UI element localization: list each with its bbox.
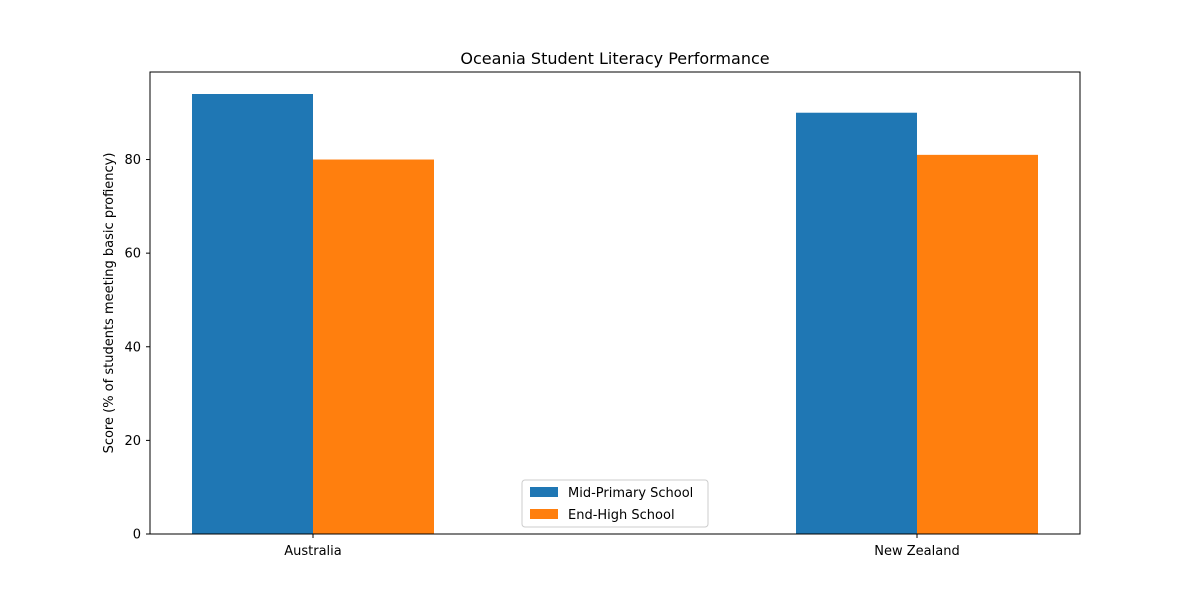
bar-australia-end-high-school (313, 159, 434, 534)
legend-swatch-mid-primary (530, 487, 558, 497)
chart-title: Oceania Student Literacy Performance (460, 49, 769, 68)
y-tick-label: 0 (133, 528, 141, 543)
y-tick-label: 80 (124, 153, 141, 168)
y-tick-label: 40 (124, 340, 141, 355)
bars-layer (192, 94, 1038, 535)
plot-area-frame (149, 71, 1081, 535)
y-tick-label: 20 (124, 434, 141, 449)
legend-label-mid-primary: Mid-Primary School (568, 486, 693, 501)
legend-swatch-end-high (530, 509, 558, 519)
x-axis: Australia New Zealand (284, 534, 960, 559)
legend-label-end-high: End-High School (568, 508, 675, 523)
bar-australia-mid-primary-school (192, 94, 313, 534)
legend: Mid-Primary School End-High School (521, 479, 709, 528)
x-tick-label: Australia (284, 544, 342, 559)
y-tick-label: 60 (124, 247, 141, 262)
y-axis: 0 20 40 60 80 (124, 153, 150, 543)
bar-new-zealand-end-high-school (917, 154, 1038, 534)
x-tick-label: New Zealand (874, 544, 959, 559)
legend-frame (521, 479, 709, 528)
bar-new-zealand-mid-primary-school (796, 112, 917, 535)
y-axis-label: Score (% of students meeting basic profi… (102, 153, 117, 454)
